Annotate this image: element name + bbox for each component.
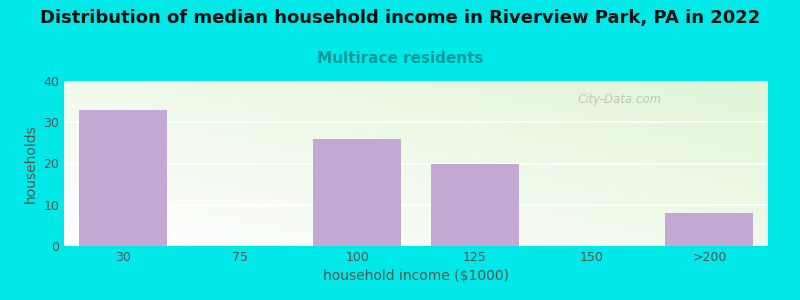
Text: City-Data.com: City-Data.com — [578, 92, 662, 106]
X-axis label: household income ($1000): household income ($1000) — [323, 269, 509, 284]
Bar — [314, 139, 402, 246]
Bar — [78, 110, 166, 246]
Text: Distribution of median household income in Riverview Park, PA in 2022: Distribution of median household income … — [40, 9, 760, 27]
Y-axis label: households: households — [24, 124, 38, 203]
Text: Multirace residents: Multirace residents — [317, 51, 483, 66]
Bar — [430, 164, 518, 246]
Bar — [666, 213, 754, 246]
